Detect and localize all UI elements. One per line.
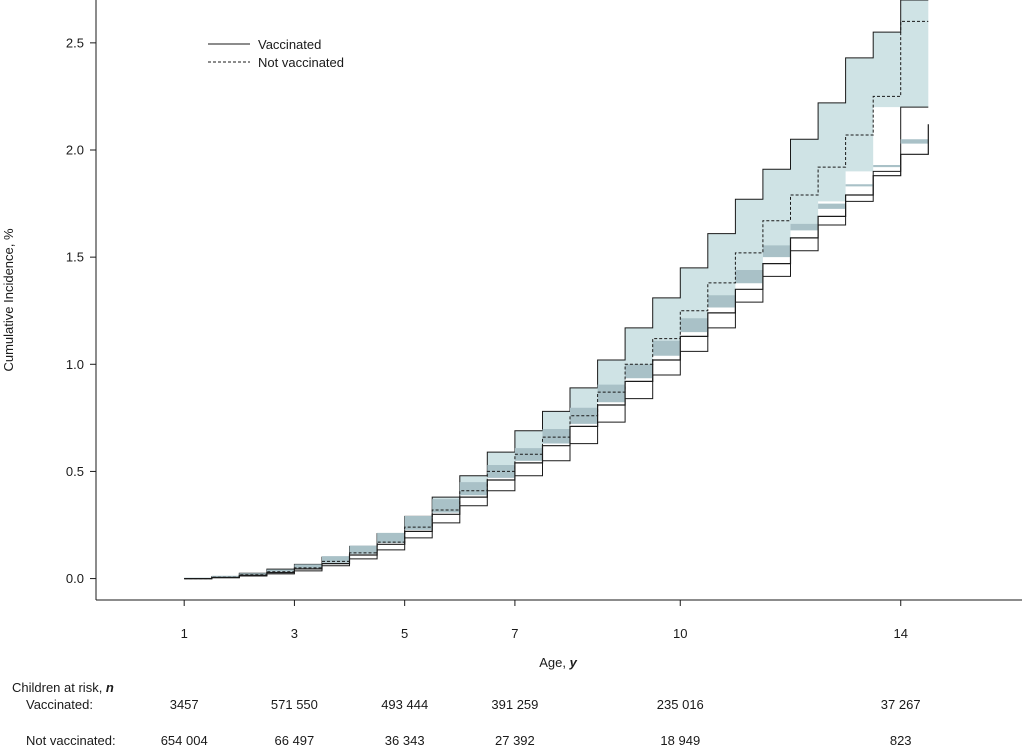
risk-cell: 27 392 — [495, 733, 535, 748]
axes: 0.0 0.5 1.0 1.5 2.0 2.5 1 3 5 7 10 14 — [66, 0, 1022, 641]
risk-cell: 391 259 — [491, 697, 539, 712]
risk-cell: 18 949 — [660, 733, 701, 748]
series-lines — [184, 20, 929, 580]
risk-cell: 493 444 — [381, 697, 429, 712]
x-tick-label: 10 — [673, 626, 687, 641]
risk-cell: 66 497 — [274, 733, 315, 748]
risk-cell: 654 004 — [160, 733, 208, 748]
y-tick-label: 2.0 — [66, 143, 84, 158]
y-axis-title: Cumulative Incidence, % — [1, 228, 16, 372]
y-tick-label: 0.0 — [66, 571, 84, 586]
y-tick-label: 1.5 — [66, 250, 84, 265]
x-tick-label: 14 — [894, 626, 908, 641]
x-axis-title: Age, y — [539, 655, 577, 670]
series-line-vaccinated — [184, 124, 929, 580]
band-not-vaccinated — [184, 0, 929, 579]
ci-upper-not-vaccinated — [184, 0, 929, 580]
y-tick-label: 0.5 — [66, 464, 84, 479]
risk-cell: 37 267 — [880, 697, 921, 712]
legend: Vaccinated Not vaccinated — [208, 37, 344, 70]
risk-cell: 36 343 — [384, 733, 425, 748]
risk-table-header: Children at risk, n — [12, 680, 114, 695]
risk-cell: 3457 — [169, 697, 199, 712]
series-line-not-vaccinated — [184, 20, 929, 580]
x-tick-label: 3 — [291, 626, 298, 641]
y-tick-label: 2.5 — [66, 35, 84, 50]
risk-cell: 235 016 — [656, 697, 704, 712]
risk-row-label: Not vaccinated: — [26, 733, 116, 748]
x-tick-label: 7 — [511, 626, 518, 641]
y-tick-label: 1.0 — [66, 357, 84, 372]
risk-cell: 823 — [889, 733, 912, 748]
risk-row-label: Vaccinated: — [26, 697, 93, 712]
risk-cell: 571 550 — [270, 697, 318, 712]
legend-label-vaccinated: Vaccinated — [258, 37, 321, 52]
legend-label-not-vaccinated: Not vaccinated — [258, 55, 344, 70]
x-tick-label: 5 — [401, 626, 408, 641]
confidence-bands — [184, 0, 929, 580]
ci-lower-not-vaccinated — [184, 106, 929, 580]
x-tick-label: 1 — [181, 626, 188, 641]
